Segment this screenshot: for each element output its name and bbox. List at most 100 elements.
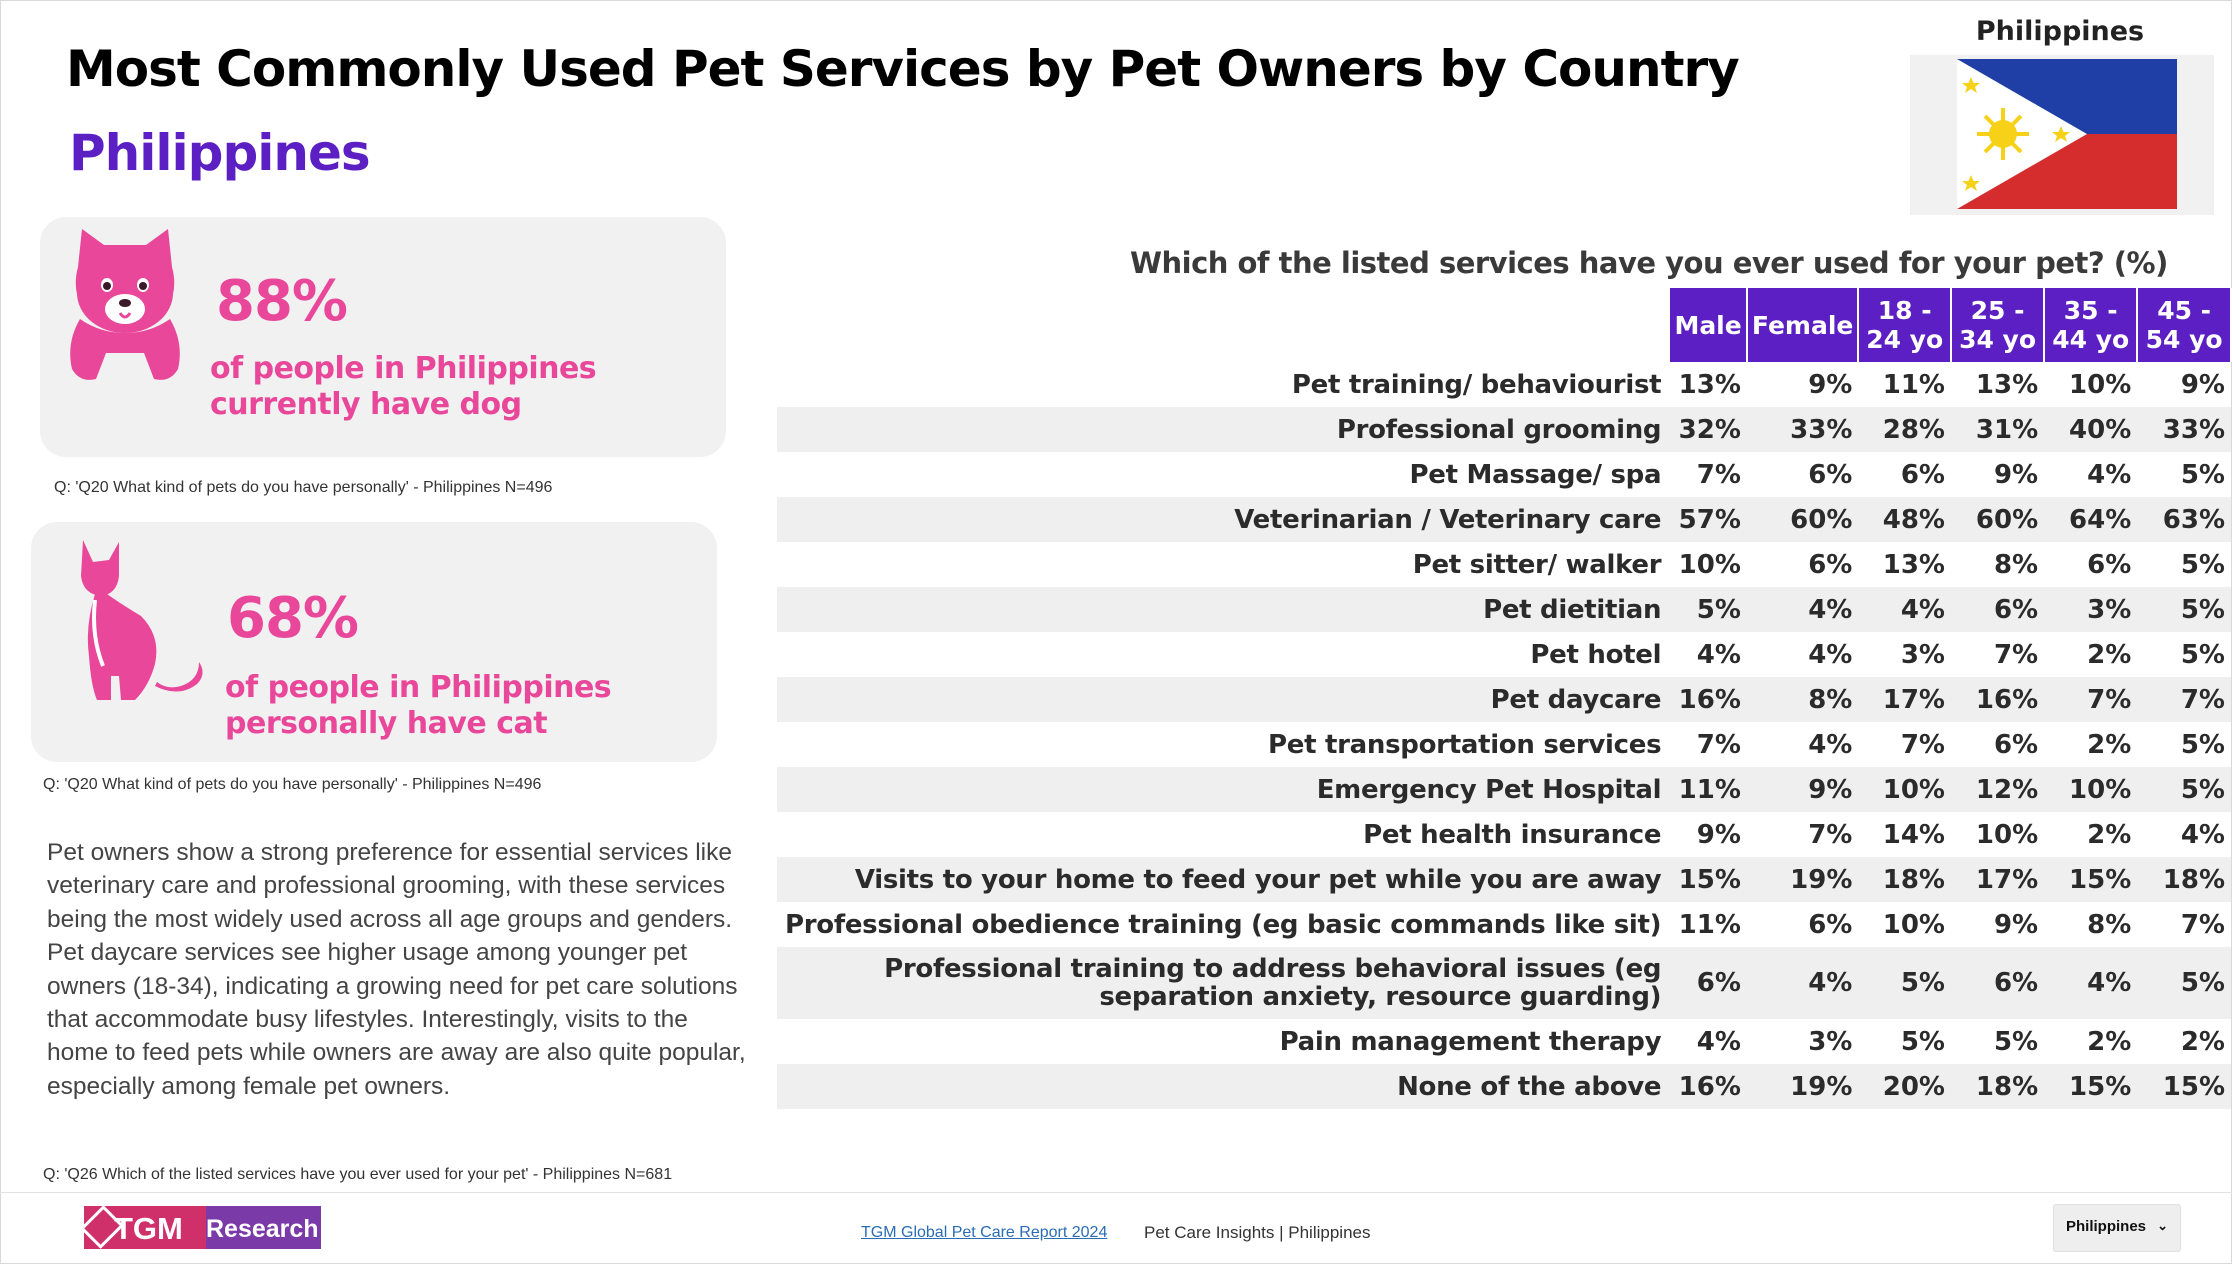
service-value: 15%: [2137, 1064, 2231, 1109]
table-row: Pet hotel 4% 4% 3% 7% 2% 5%: [777, 632, 2231, 677]
service-label: Professional obedience training (eg basi…: [785, 909, 1662, 940]
philippines-flag-icon: [1957, 59, 2177, 209]
service-value: 8%: [1993, 549, 2039, 580]
dog-icon: [70, 229, 180, 380]
table-row: Emergency Pet Hospital 11% 9% 10% 12% 10% 5%: [777, 767, 2231, 812]
service-value: 4%: [2087, 459, 2132, 490]
service-value: 8%: [1746, 677, 1859, 722]
country-select[interactable]: Philippines ⌄: [2053, 1204, 2181, 1252]
service-value: 7%: [2044, 677, 2138, 722]
service-value: 5%: [1669, 587, 1747, 632]
service-value: 60%: [1746, 497, 1859, 542]
flag-panel: [1910, 55, 2214, 215]
service-label: Visits to your home to feed your pet whi…: [777, 857, 1670, 902]
service-value: 4%: [1808, 639, 1853, 670]
table-row: Pet health insurance 9% 7% 14% 10% 2% 4%: [777, 812, 2231, 857]
table-row: Veterinarian / Veterinary care 57% 60% 48% 6…: [777, 497, 2231, 542]
service-value: 48%: [1858, 497, 1951, 542]
service-label: Pet training/ behaviourist: [1291, 369, 1662, 400]
service-value: 10%: [1975, 819, 2039, 850]
service-value: 9%: [1993, 909, 2039, 940]
service-value: 14%: [1882, 819, 1945, 850]
service-value: 4%: [1746, 947, 1859, 1019]
cat-stat-card: 68% of people in Philippines personally …: [31, 522, 717, 762]
service-value: 28%: [1858, 407, 1951, 452]
service-value: 5%: [1858, 947, 1951, 1019]
dog-stat-card: 88% of people in Philippines currently h…: [40, 217, 726, 457]
service-value: 31%: [1950, 407, 2045, 452]
table-row: Professional grooming 32% 33% 28% 31% 40% 33%: [777, 407, 2231, 452]
service-value: 5%: [2180, 549, 2225, 580]
service-value: 5%: [1993, 1026, 2039, 1057]
table-header-blank: [777, 288, 1671, 362]
service-value: 2%: [2087, 729, 2132, 760]
service-value: 33%: [2137, 407, 2231, 452]
column-header: Female: [1746, 288, 1860, 362]
service-value: 9%: [1746, 767, 1859, 812]
service-value: 16%: [1950, 677, 2045, 722]
footer-divider: [0, 1192, 2232, 1193]
cat-stat-source: Q: 'Q20 What kind of pets do you have pe…: [43, 776, 542, 793]
cat-stat-percent: 68%: [227, 586, 359, 651]
table-row: None of the above 16% 19% 20% 18% 15% 15%: [777, 1064, 2231, 1109]
service-label: Professional training to address behavio…: [777, 947, 1670, 1019]
service-label: Veterinarian / Veterinary care: [777, 497, 1670, 542]
service-value: 15%: [1669, 857, 1747, 902]
service-label: Pain management therapy: [1279, 1026, 1662, 1057]
service-value: 6%: [1950, 587, 2045, 632]
service-value: 13%: [1975, 369, 2039, 400]
dog-stat-percent: 88%: [216, 269, 348, 334]
service-value: 8%: [2087, 909, 2132, 940]
service-label: Pet dietitian: [777, 587, 1670, 632]
service-value: 11%: [1882, 369, 1945, 400]
logo-text-research: Research: [206, 1215, 319, 1243]
service-value: 18%: [1858, 857, 1951, 902]
summary-paragraph: Pet owners show a strong preference for …: [47, 839, 746, 1100]
table-row: Pet daycare 16% 8% 17% 16% 7% 7%: [777, 677, 2231, 722]
report-link[interactable]: TGM Global Pet Care Report 2024: [861, 1224, 1108, 1241]
service-value: 2%: [2180, 1026, 2225, 1057]
service-value: 18%: [2137, 857, 2231, 902]
service-value: 7%: [1900, 729, 1945, 760]
service-value: 17%: [1858, 677, 1951, 722]
service-value: 6%: [1900, 459, 1945, 490]
service-value: 6%: [1950, 947, 2045, 1019]
service-value: 2%: [2087, 819, 2132, 850]
cat-icon: [81, 540, 203, 700]
tgm-research-logo: TGM Research: [84, 1206, 321, 1249]
service-value: 9%: [1993, 459, 2039, 490]
service-value: 16%: [1669, 677, 1747, 722]
logo-text-tgm: TGM: [114, 1211, 183, 1246]
service-value: 5%: [2137, 947, 2231, 1019]
column-header: Male: [1669, 288, 1748, 362]
service-value: 5%: [2137, 587, 2231, 632]
dog-stat-description: of people in Philippines currently have …: [210, 351, 597, 422]
service-label: Emergency Pet Hospital: [777, 767, 1670, 812]
service-value: 18%: [1950, 1064, 2045, 1109]
cat-stat-description: of people in Philippines personally have…: [225, 670, 612, 741]
service-value: 40%: [2044, 407, 2138, 452]
column-header: 25 - 34 yo: [1950, 288, 2046, 362]
service-value: 3%: [1900, 639, 1945, 670]
service-value: 3%: [2044, 587, 2138, 632]
service-label: Professional grooming: [777, 407, 1670, 452]
flag-label: Philippines: [1975, 16, 2145, 47]
service-value: 5%: [2180, 639, 2225, 670]
service-value: 5%: [2180, 729, 2225, 760]
service-value: 7%: [2180, 909, 2225, 940]
summary-source: Q: 'Q26 Which of the listed services hav…: [43, 1166, 673, 1183]
service-value: 10%: [1882, 909, 1945, 940]
service-value: 10%: [1678, 549, 1741, 580]
services-table: Male Female 18 - 24 yo 25 - 34 yo 35 - 4…: [777, 288, 2232, 1109]
service-value: 7%: [1993, 639, 2039, 670]
service-value: 9%: [2180, 369, 2225, 400]
table-row: Pet sitter/ walker 10% 6% 13% 8% 6% 5%: [777, 542, 2231, 587]
service-value: 32%: [1669, 407, 1747, 452]
service-value: 13%: [1678, 369, 1741, 400]
column-header: 35 - 44 yo: [2044, 288, 2139, 362]
table-row: Professional training to address behavio…: [777, 947, 2231, 1019]
service-label: None of the above: [777, 1064, 1670, 1109]
column-header: 18 - 24 yo: [1858, 288, 1952, 362]
service-value: 5%: [1900, 1026, 1945, 1057]
service-label: Pet hotel: [1530, 639, 1662, 670]
